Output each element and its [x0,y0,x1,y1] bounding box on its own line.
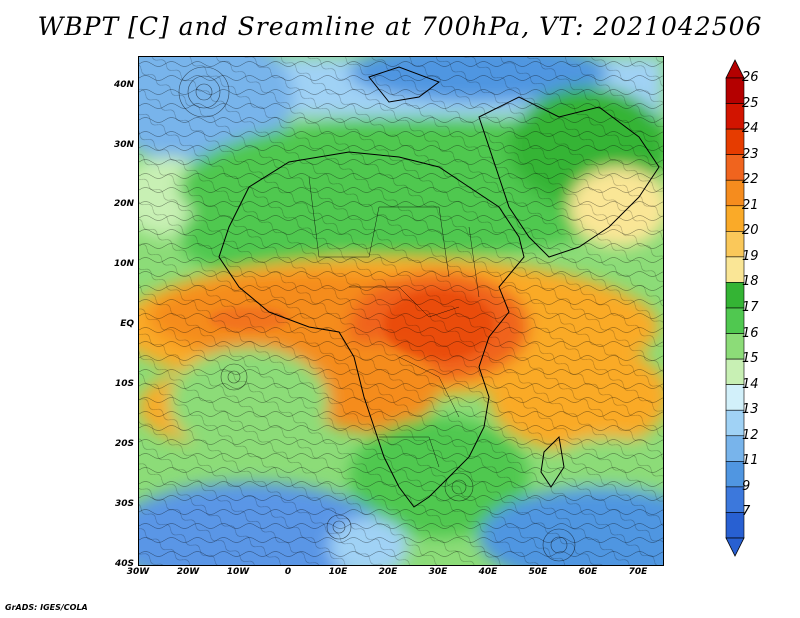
coastlines [218,66,660,508]
credit-text: GrADS: IGES/COLA [5,603,88,612]
colorbar-label: 16 [742,325,759,341]
lat-label: 20N [113,199,134,209]
lat-label: 40S [114,559,134,569]
colorbar-label: 21 [742,197,759,213]
lon-label: 50E [528,567,548,577]
colorbar-label: 12 [742,427,759,443]
vortices [178,66,576,562]
colorbar-label: 25 [742,95,759,111]
borders [308,176,480,468]
lat-label: 10S [114,379,134,389]
lon-label: 10E [328,567,348,577]
lon-label: 10W [226,567,250,577]
colorbar-bottom-arrow [725,537,745,557]
colorbar-label: 13 [742,402,759,418]
colorbar-label: 17 [742,300,759,315]
lon-label: 40E [478,567,498,577]
wbpt-map [139,57,663,565]
lon-label: 30E [428,567,448,577]
colorbar-label: 24 [742,121,759,137]
chart-title: WBPT [C] and Sreamline at 700hPa, VT: 20… [37,12,763,41]
colorbar-label: 23 [742,146,759,162]
lat-label: 30S [114,499,134,509]
map-panel [138,56,664,566]
colorbar-label: 15 [742,351,759,367]
lat-label: 30N [113,140,134,150]
colorbar-label: 11 [742,453,759,469]
colorbar [725,59,745,557]
lon-label: 20E [378,567,398,577]
colorbar-label: 18 [742,274,759,290]
colorbar-label: 26 [742,70,759,85]
lon-label: 30W [126,567,150,577]
lat-label: 10N [113,259,134,269]
lon-label: 0 [284,567,292,577]
lon-label: 20W [176,567,200,577]
colorbar-label: 19 [742,248,759,264]
colorbar-label: 22 [742,172,759,188]
lat-label: EQ [120,319,134,329]
lon-label: 60E [578,567,598,577]
streamlines-secondary [139,57,663,565]
colorbar-label: 7 [742,504,751,520]
colorbar-label: 20 [742,223,759,239]
colorbar-label: 9 [742,478,751,494]
lon-label: 70E [628,567,648,577]
lat-label: 20S [114,439,134,449]
colorbar-label: 14 [742,376,759,392]
lat-label: 40N [113,80,134,90]
